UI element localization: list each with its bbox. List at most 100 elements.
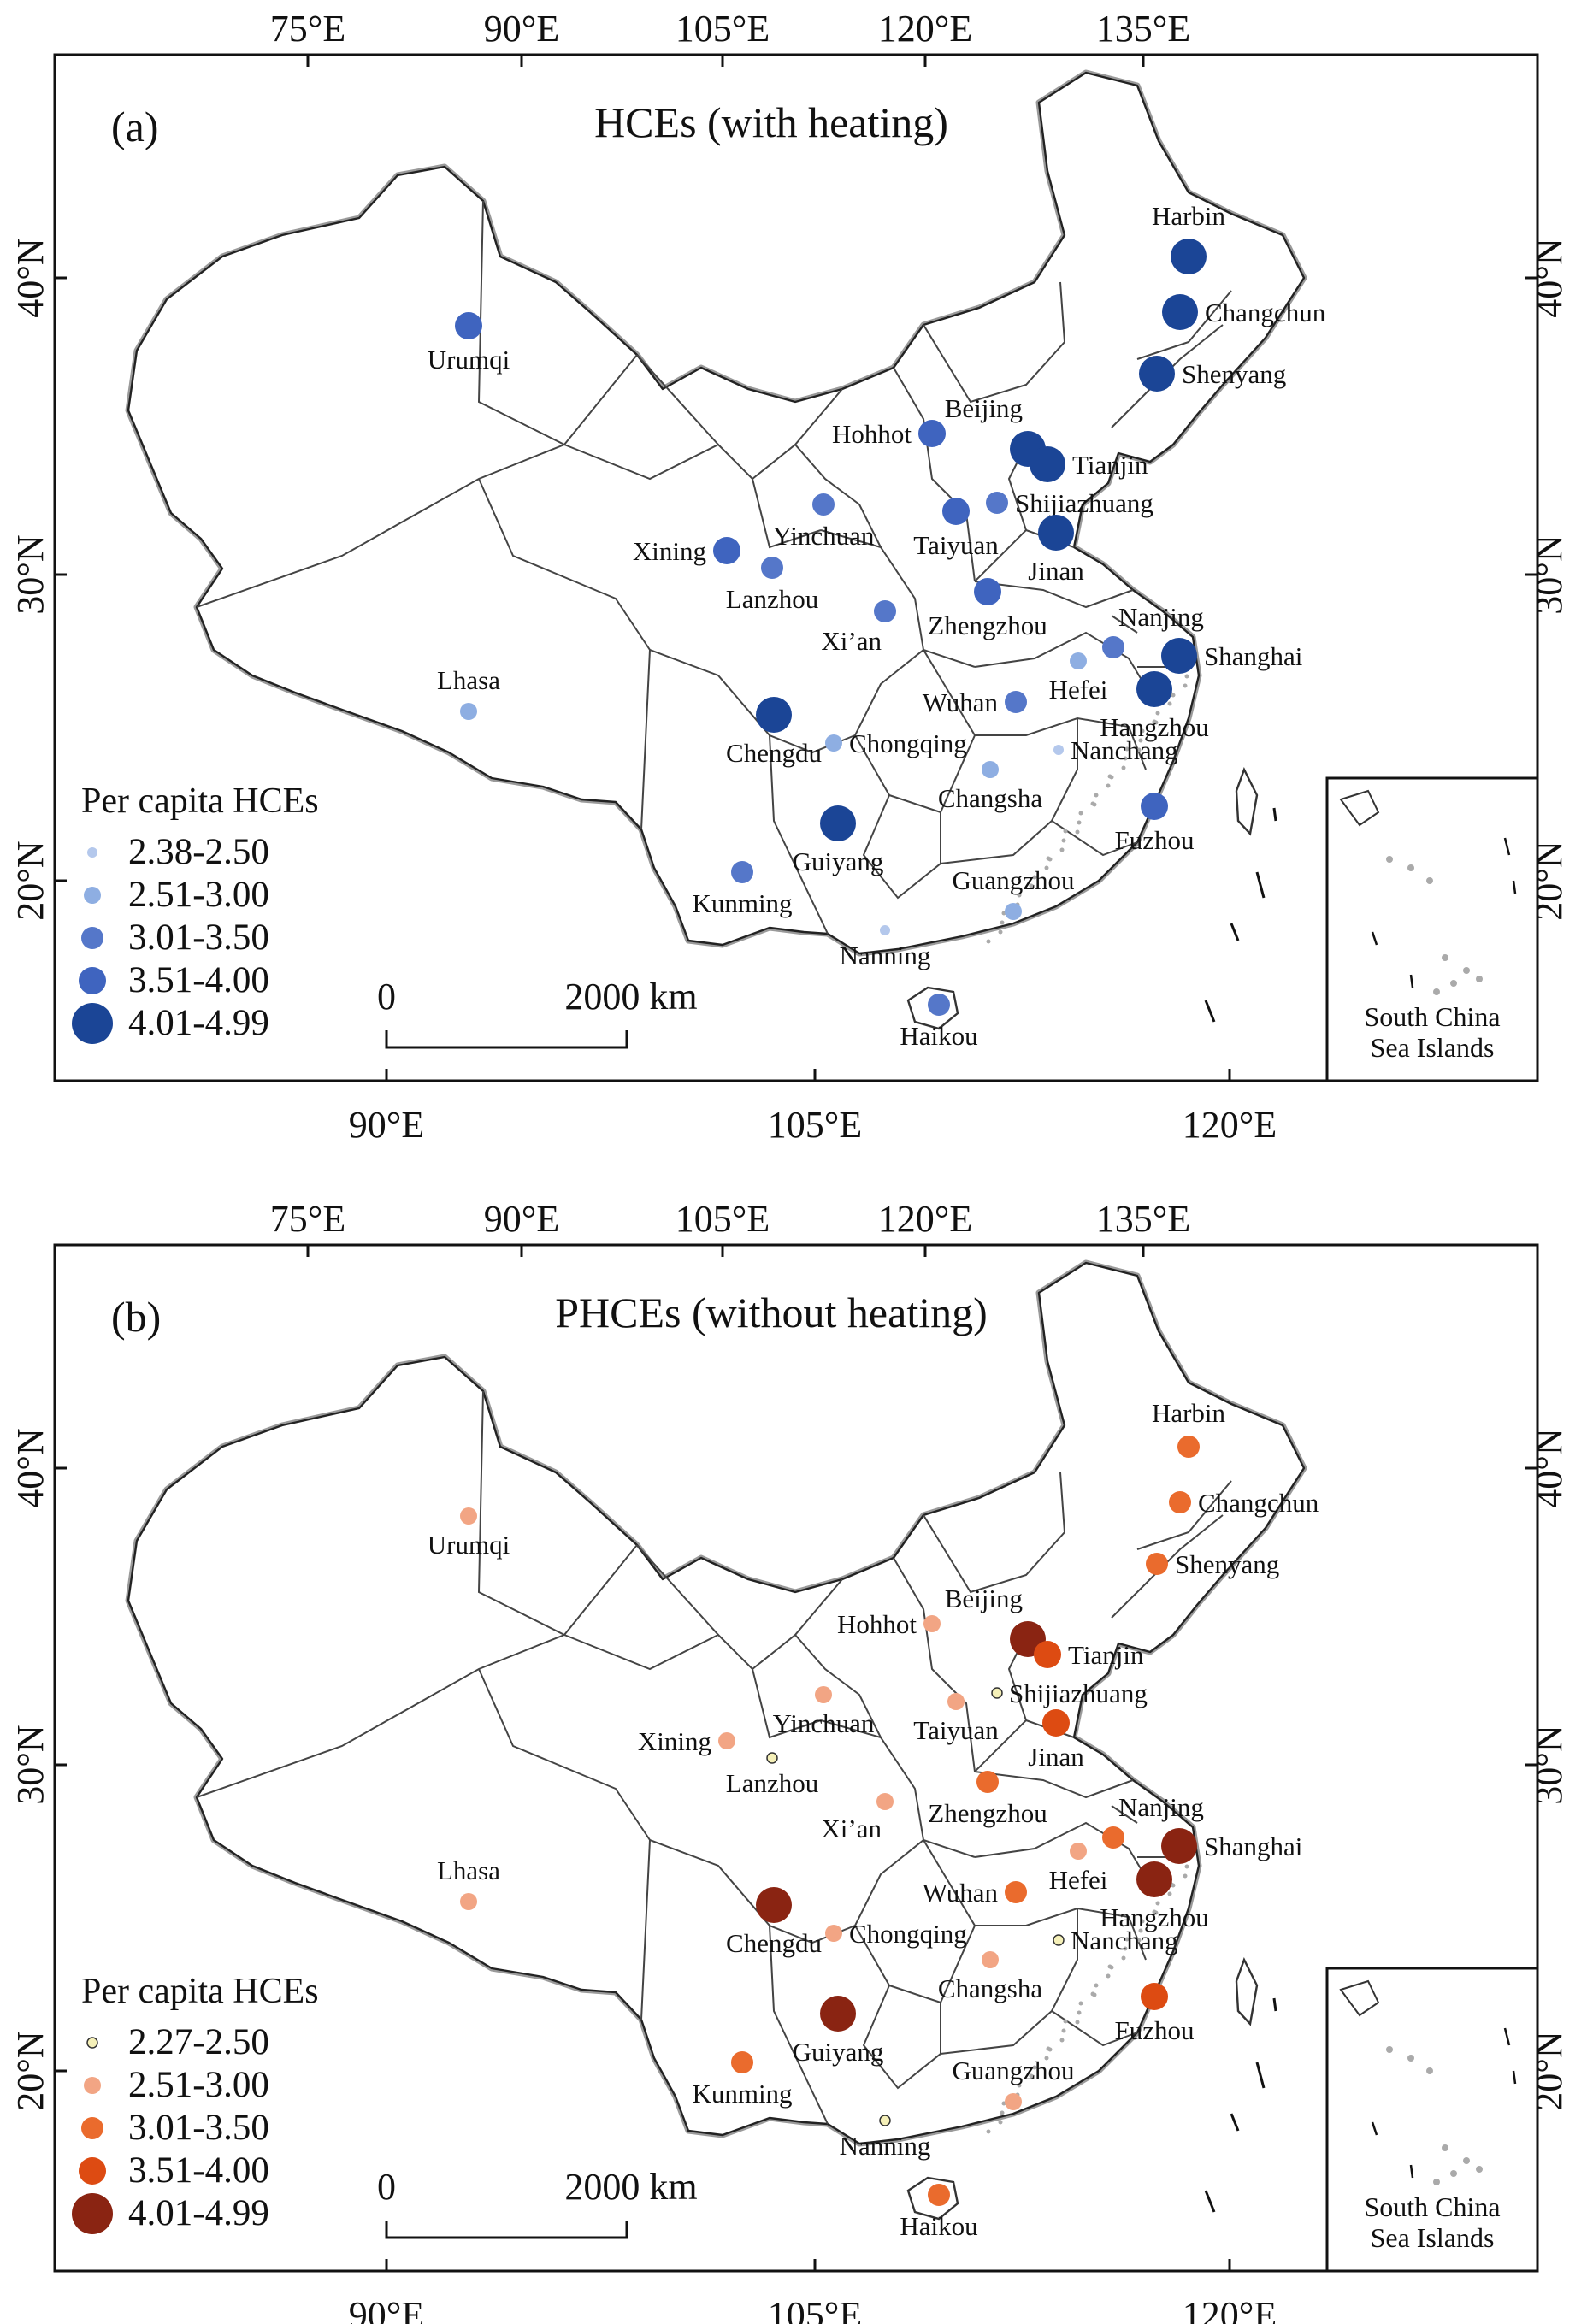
inset-dash	[1512, 2070, 1517, 2085]
city-marker	[1070, 1843, 1087, 1860]
city-marker	[718, 1732, 735, 1749]
boundary-dash	[1255, 871, 1266, 899]
city-label: Harbin	[1152, 1398, 1226, 1428]
city-label: Zhengzhou	[928, 1798, 1047, 1828]
city-chongqing: Chongqing	[825, 728, 967, 758]
province-boundary	[974, 1771, 1134, 1799]
province-boundary	[196, 1634, 565, 1798]
city-label: Nanjing	[1118, 602, 1204, 632]
legend-label-c4: 3.51-4.00	[128, 960, 269, 1000]
legend-swatch-c5	[72, 1003, 113, 1044]
city-marker	[928, 994, 950, 1016]
city-marker	[756, 1887, 792, 1923]
province-boundary	[862, 718, 1078, 900]
legend-label-c5: 4.01-4.99	[128, 2193, 269, 2233]
lat-label-left: 40°N	[9, 1428, 51, 1507]
city-fuzhou: Fuzhou	[1115, 1983, 1195, 2045]
city-marker	[1005, 903, 1022, 920]
inset-island	[1450, 2170, 1457, 2177]
province-boundary	[1136, 1480, 1232, 1550]
coastal-island	[1138, 1928, 1143, 1933]
coastal-island	[1124, 1937, 1130, 1942]
coastal-island	[1155, 1901, 1160, 1906]
city-marker	[1042, 1709, 1070, 1737]
coastal-island	[1000, 920, 1005, 925]
coastal-island	[1044, 2056, 1049, 2061]
inset-island	[1407, 2055, 1414, 2062]
legend-label-c4: 3.51-4.00	[128, 2150, 269, 2191]
city-label: Hangzhou	[1100, 1902, 1208, 1932]
scale-start: 0	[377, 976, 396, 1017]
city-marker	[1030, 446, 1065, 482]
city-marker	[1177, 1436, 1200, 1458]
city-label: Yinchuan	[773, 1708, 875, 1738]
coastal-island	[1078, 2001, 1083, 2006]
lon-label-top: 105°E	[676, 8, 770, 50]
scale-line	[385, 2221, 628, 2239]
legend-swatch-c2	[84, 2077, 101, 2094]
coastal-island	[1140, 1919, 1145, 1924]
coastal-island	[986, 2129, 991, 2134]
city-marker	[766, 1752, 778, 1764]
city-chengdu: Chengdu	[726, 697, 822, 768]
legend-swatch-c1	[87, 847, 97, 858]
coastal-island	[1123, 1946, 1128, 1951]
city-shanghai: Shanghai	[1161, 638, 1303, 674]
lat-label-right: 40°N	[1528, 1428, 1570, 1507]
province-boundary	[854, 1925, 976, 2004]
city-marker	[825, 1925, 842, 1942]
city-marker	[1102, 636, 1124, 658]
city-marker	[1141, 793, 1168, 820]
coastal-island	[1061, 2028, 1066, 2033]
city-marker	[1162, 294, 1198, 330]
city-marker	[756, 697, 792, 733]
inset-dash	[1503, 2027, 1511, 2046]
inset-dash	[1512, 880, 1517, 894]
city-label: Chengdu	[726, 1928, 822, 1958]
coastal-island	[1063, 829, 1068, 834]
city-zhengzhou: Zhengzhou	[928, 1771, 1047, 1828]
coastal-island	[1000, 2110, 1005, 2115]
province-boundary	[923, 1472, 1066, 1594]
city-nanchang: Nanchang	[1053, 735, 1178, 765]
legend-label-c3: 3.01-3.50	[128, 2108, 269, 2148]
lat-label-left: 20°N	[9, 2031, 51, 2110]
province-boundary	[769, 734, 829, 935]
coastal-island	[1183, 683, 1188, 688]
province-boundary	[794, 444, 882, 548]
city-label: Lanzhou	[726, 1768, 818, 1798]
legend: Per capita HCEs 2.27-2.502.51-3.003.01-3.…	[72, 1972, 319, 2234]
city-marker	[713, 537, 740, 564]
legend: Per capita HCEs 2.38-2.502.51-3.003.01-3.…	[72, 782, 319, 1044]
city-shenyang: Shenyang	[1139, 356, 1286, 392]
coastal-island	[1017, 2083, 1022, 2088]
province-boundary	[893, 367, 976, 582]
lat-label-left: 20°N	[9, 841, 51, 920]
city-label: Nanchang	[1071, 735, 1178, 765]
coastal-island	[998, 2120, 1003, 2125]
city-marker	[1034, 1641, 1061, 1668]
inset-island	[1426, 877, 1433, 884]
inset-island	[1433, 2179, 1440, 2185]
lon-label-bottom: 90°E	[349, 1104, 424, 1146]
inset-dash	[1409, 2164, 1414, 2179]
coastal-island	[1167, 701, 1172, 706]
coastal-island	[1121, 765, 1126, 770]
city-marker	[918, 420, 946, 447]
scale-line	[385, 1030, 628, 1049]
province-boundary	[769, 1925, 829, 2125]
city-hangzhou: Hangzhou	[1100, 671, 1209, 742]
coastal-island	[1136, 1938, 1142, 1943]
city-marker	[460, 1893, 477, 1910]
city-label: Changchun	[1198, 1488, 1319, 1518]
city-marker	[761, 557, 783, 579]
coastal-island	[1183, 1873, 1188, 1879]
city-lhasa: Lhasa	[437, 665, 500, 720]
city-label: Haikou	[900, 1021, 977, 1051]
city-label: Changsha	[938, 1973, 1043, 2003]
city-label: Guiyang	[793, 846, 884, 876]
city-changchun: Changchun	[1169, 1488, 1319, 1518]
city-label: Nanchang	[1071, 1926, 1178, 1955]
